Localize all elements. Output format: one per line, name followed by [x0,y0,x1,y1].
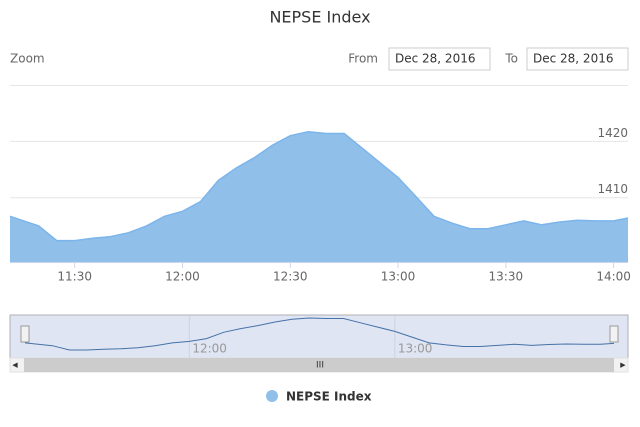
navigator-tick-label: 12:00 [192,342,227,356]
navigator[interactable] [9,314,629,359]
scrollbar-grip: III [316,361,324,371]
navigator-line [24,317,615,351]
y-tick-label: 1420 [597,126,628,140]
zoom-label: Zoom [10,52,45,66]
from-input[interactable] [388,47,491,71]
to-date[interactable]: Dec 28, 2016 [533,52,613,66]
navigator-tick-label: 13:00 [398,342,433,356]
to-input[interactable] [526,47,629,71]
area-line [9,131,629,242]
chart-title: NEPSE Index [269,8,370,27]
x-tick-label: 11:30 [57,270,92,284]
scrollbar-thumb[interactable] [24,358,614,372]
navigator-handle[interactable] [20,325,30,343]
to-label: To [504,52,518,66]
scroll-left[interactable]: ◀ [12,361,18,369]
y-tick-label: 1410 [597,182,628,196]
x-tick-label: 12:30 [273,270,308,284]
scroll-right[interactable]: ▶ [620,361,626,369]
x-tick-label: 13:00 [381,270,416,284]
legend-marker[interactable] [266,390,278,402]
area [10,131,628,262]
x-tick-label: 12:00 [165,270,200,284]
from-label: From [348,52,378,66]
x-tick-label: 13:30 [489,270,524,284]
legend-label[interactable]: NEPSE Index [286,390,372,404]
x-tick-label: 14:00 [596,270,631,284]
navigator-handle[interactable] [609,325,619,343]
from-date[interactable]: Dec 28, 2016 [395,52,475,66]
